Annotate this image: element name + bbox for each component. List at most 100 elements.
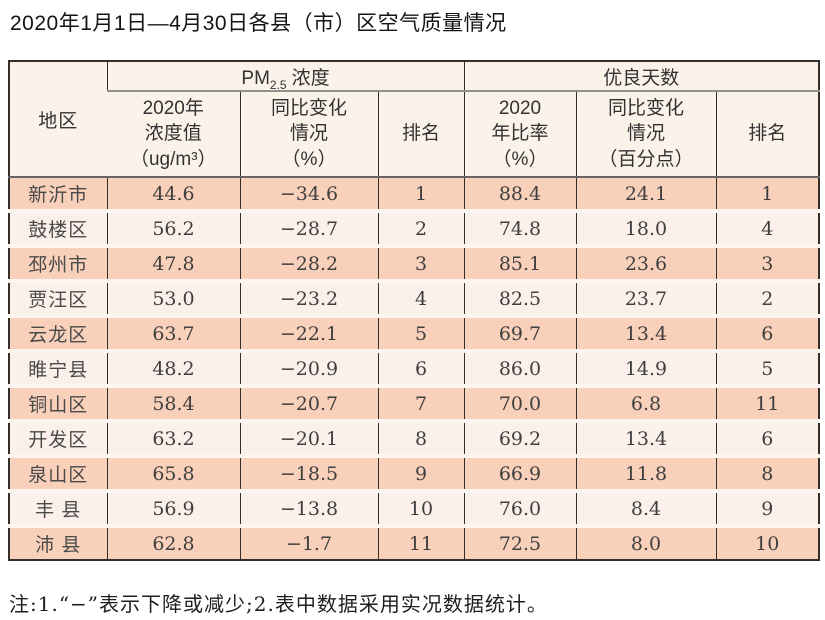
good-rank-cell: 1 bbox=[715, 177, 820, 213]
good-rate-cell: 70.0 bbox=[463, 386, 576, 423]
col-header-good-rate: 2020 年比率 （%） bbox=[463, 91, 576, 178]
table-row: 云龙区 63.7 −22.1 5 69.7 13.4 6 bbox=[9, 316, 820, 353]
table-body: 新沂市 44.6 −34.6 1 88.4 24.1 1 鼓楼区 56.2 −2… bbox=[9, 177, 820, 560]
pm-change-cell: −18.5 bbox=[239, 456, 378, 493]
good-rank-cell: 9 bbox=[715, 491, 820, 528]
good-rank-cell: 10 bbox=[715, 526, 820, 560]
table-row: 睢宁县 48.2 −20.9 6 86.0 14.9 5 bbox=[9, 351, 820, 388]
header-group-row: 地区 PM2.5 浓度 优良天数 bbox=[9, 61, 820, 178]
good-rank-cell: 6 bbox=[715, 316, 820, 353]
good-rank-cell: 2 bbox=[715, 281, 820, 318]
pm-rank-cell: 1 bbox=[377, 177, 464, 213]
col-header-good-rank: 排名 bbox=[715, 91, 820, 178]
pm-rank-cell: 10 bbox=[377, 491, 464, 528]
good-change-cell: 23.6 bbox=[575, 246, 716, 283]
pm-value-cell: 65.8 bbox=[106, 456, 240, 493]
pm-change-cell: −1.7 bbox=[239, 526, 378, 560]
pm-rank-cell: 5 bbox=[377, 316, 464, 353]
region-cell: 邳州市 bbox=[9, 246, 107, 283]
col-header-pm-value: 2020年 浓度值 （ug/m³） bbox=[107, 91, 240, 178]
pm-change-cell: −20.1 bbox=[239, 421, 378, 458]
good-rate-cell: 66.9 bbox=[463, 456, 576, 493]
table-row: 沛 县 62.8 −1.7 11 72.5 8.0 10 bbox=[9, 526, 820, 560]
table-row: 贾汪区 53.0 −23.2 4 82.5 23.7 2 bbox=[9, 281, 820, 318]
pm-change-cell: −23.2 bbox=[239, 281, 378, 318]
good-change-cell: 24.1 bbox=[575, 177, 716, 213]
pm-value-cell: 62.8 bbox=[106, 526, 240, 560]
region-cell: 开发区 bbox=[9, 421, 107, 458]
pm-rank-cell: 6 bbox=[377, 351, 464, 388]
table-row: 新沂市 44.6 −34.6 1 88.4 24.1 1 bbox=[9, 177, 820, 213]
good-rate-cell: 88.4 bbox=[463, 177, 576, 213]
pm-rank-cell: 8 bbox=[377, 421, 464, 458]
col-header-pm-change: 同比变化 情况 （%） bbox=[239, 91, 378, 178]
pm-rank-cell: 11 bbox=[377, 526, 464, 560]
table-row: 鼓楼区 56.2 −28.7 2 74.8 18.0 4 bbox=[9, 211, 820, 248]
pm-rank-cell: 9 bbox=[377, 456, 464, 493]
air-quality-table: 地区 PM2.5 浓度 优良天数 2020年 浓度值 （ug/m³） 同比变化 情… bbox=[8, 60, 821, 561]
pm-change-cell: −20.9 bbox=[239, 351, 378, 388]
good-rate-cell: 69.2 bbox=[463, 421, 576, 458]
region-cell: 铜山区 bbox=[9, 386, 107, 423]
region-cell: 鼓楼区 bbox=[9, 211, 107, 248]
region-cell: 丰 县 bbox=[9, 491, 107, 528]
pm-change-cell: −28.2 bbox=[239, 246, 378, 283]
table-header: 地区 PM2.5 浓度 优良天数 2020年 浓度值 （ug/m³） 同比变化 情… bbox=[9, 61, 820, 178]
good-change-cell: 6.8 bbox=[575, 386, 716, 423]
pm-rank-cell: 4 bbox=[377, 281, 464, 318]
good-change-cell: 8.4 bbox=[575, 491, 716, 528]
pm-rank-cell: 3 bbox=[377, 246, 464, 283]
pm-value-cell: 63.2 bbox=[106, 421, 240, 458]
col-header-region: 地区 bbox=[9, 61, 107, 178]
good-rate-cell: 72.5 bbox=[463, 526, 576, 560]
pm-label-subscript: 2.5 bbox=[269, 77, 287, 92]
pm-change-cell: −34.6 bbox=[239, 177, 378, 213]
good-change-cell: 14.9 bbox=[575, 351, 716, 388]
good-rank-cell: 6 bbox=[715, 421, 820, 458]
footnote: 注:1.“−”表示下降或减少;2.表中数据采用实况数据统计。 bbox=[9, 592, 548, 616]
good-rank-cell: 8 bbox=[715, 456, 820, 493]
good-rank-cell: 4 bbox=[715, 211, 820, 248]
region-cell: 贾汪区 bbox=[9, 281, 107, 318]
col-group-pm25: PM2.5 浓度 bbox=[106, 61, 464, 92]
pm-change-cell: −22.1 bbox=[239, 316, 378, 353]
col-header-pm-rank: 排名 bbox=[377, 91, 464, 178]
table-row: 铜山区 58.4 −20.7 7 70.0 6.8 11 bbox=[9, 386, 820, 423]
good-rate-cell: 82.5 bbox=[463, 281, 576, 318]
pm-value-cell: 56.9 bbox=[106, 491, 240, 528]
good-rate-cell: 76.0 bbox=[463, 491, 576, 528]
header-sub-row: 2020年 浓度值 （ug/m³） 同比变化 情况 （%） 排名 2020 年比… bbox=[9, 91, 820, 178]
pm-rank-cell: 7 bbox=[377, 386, 464, 423]
good-change-cell: 13.4 bbox=[575, 421, 716, 458]
good-rank-cell: 5 bbox=[715, 351, 820, 388]
region-cell: 睢宁县 bbox=[9, 351, 107, 388]
good-change-cell: 23.7 bbox=[575, 281, 716, 318]
pm-value-cell: 56.2 bbox=[106, 211, 240, 248]
pm-label-suffix: 浓度 bbox=[291, 67, 330, 89]
good-rate-cell: 86.0 bbox=[463, 351, 576, 388]
good-rate-cell: 74.8 bbox=[463, 211, 576, 248]
pm-label-prefix: PM bbox=[241, 67, 270, 89]
table-row: 开发区 63.2 −20.1 8 69.2 13.4 6 bbox=[9, 421, 820, 458]
pm-value-cell: 48.2 bbox=[106, 351, 240, 388]
pm-change-cell: −20.7 bbox=[239, 386, 378, 423]
pm-value-cell: 58.4 bbox=[106, 386, 240, 423]
pm-value-cell: 53.0 bbox=[106, 281, 240, 318]
good-change-cell: 8.0 bbox=[575, 526, 716, 560]
region-cell: 云龙区 bbox=[9, 316, 107, 353]
table-row: 邳州市 47.8 −28.2 3 85.1 23.6 3 bbox=[9, 246, 820, 283]
good-change-cell: 11.8 bbox=[575, 456, 716, 493]
table-row: 泉山区 65.8 −18.5 9 66.9 11.8 8 bbox=[9, 456, 820, 493]
pm-rank-cell: 2 bbox=[377, 211, 464, 248]
good-rate-cell: 85.1 bbox=[463, 246, 576, 283]
good-change-cell: 13.4 bbox=[575, 316, 716, 353]
pm-change-cell: −28.7 bbox=[239, 211, 378, 248]
page-title: 2020年1月1日—4月30日各县（市）区空气质量情况 bbox=[10, 12, 507, 35]
good-change-cell: 18.0 bbox=[575, 211, 716, 248]
region-cell: 泉山区 bbox=[9, 456, 107, 493]
col-group-good-days: 优良天数 bbox=[463, 61, 820, 92]
pm-value-cell: 44.6 bbox=[106, 177, 240, 213]
good-rank-cell: 11 bbox=[715, 386, 820, 423]
good-rank-cell: 3 bbox=[715, 246, 820, 283]
